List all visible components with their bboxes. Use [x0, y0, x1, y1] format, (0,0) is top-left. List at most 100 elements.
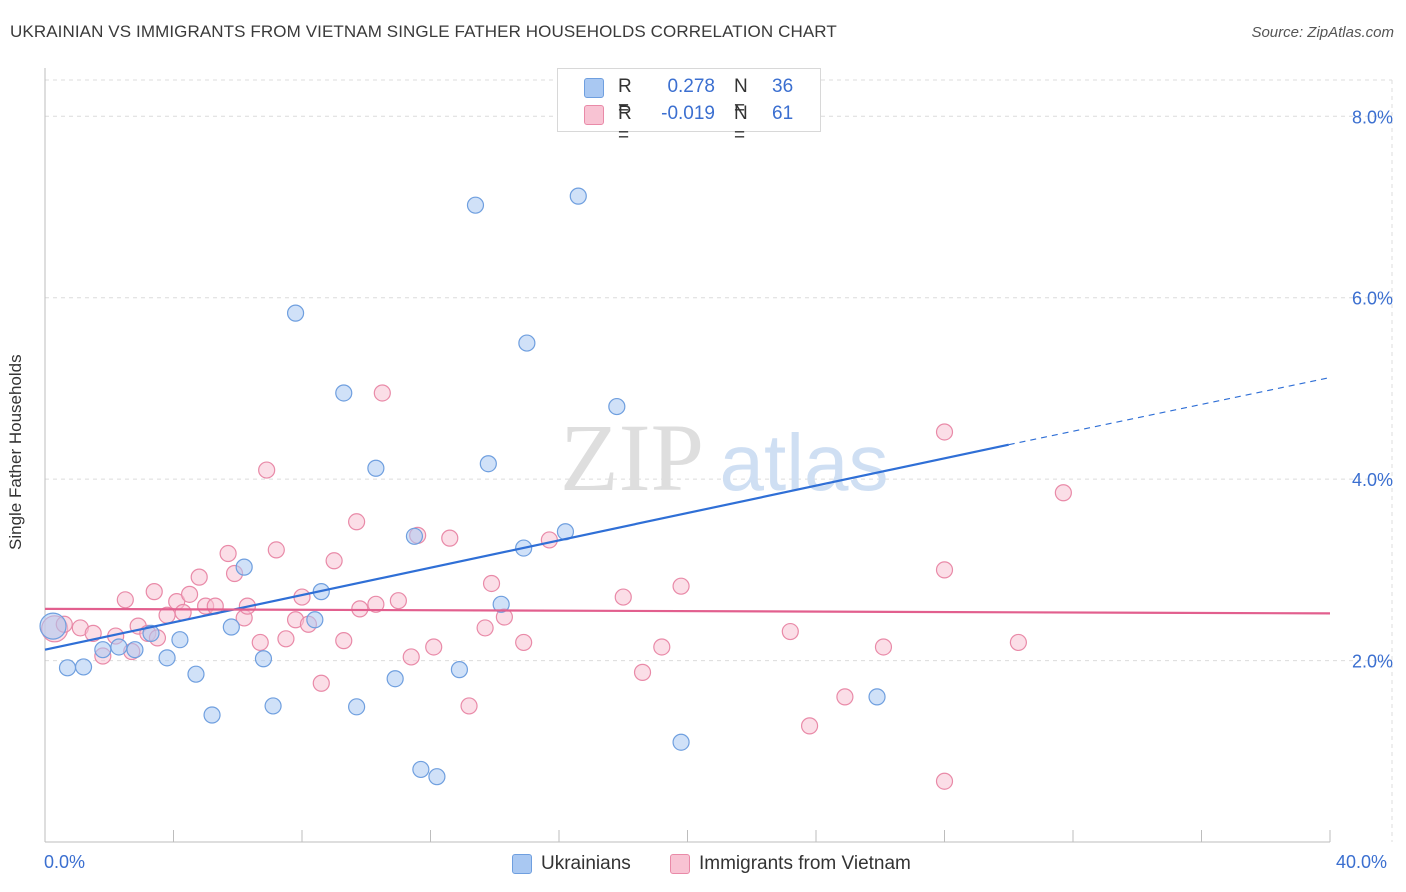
legend-swatch-ukrainians [584, 78, 604, 98]
legend-n-value: 36 [772, 76, 794, 97]
vietnam-point [935, 561, 954, 579]
ukrainian-point [126, 641, 144, 659]
axes [44, 68, 1331, 843]
ukrainian-point [386, 670, 404, 688]
ukrainian-point [428, 768, 446, 786]
ukrainian-point [348, 698, 366, 716]
source-credit: Source: ZipAtlas.com [1251, 24, 1394, 41]
ukrainian-point [158, 649, 176, 667]
ukrainian-point [94, 641, 112, 659]
ukrainian-point [672, 733, 690, 751]
vietnam-point [267, 541, 285, 559]
ukrainian-point [518, 334, 536, 352]
vietnam-point [367, 595, 385, 613]
ukrainian-point [203, 706, 221, 724]
watermark-atlas: atlas [720, 418, 889, 507]
vietnam-point [874, 638, 893, 656]
bottom-legend: Ukrainians Immigrants from Vietnam [0, 852, 1406, 878]
vietnam-point [145, 583, 163, 601]
ukrainian-point [187, 665, 205, 683]
y-tick-label: 8.0% [1352, 107, 1393, 127]
ukrainian-point [74, 658, 93, 676]
vietnam-point [402, 648, 420, 666]
ukrainian-point [868, 688, 886, 706]
y-tick-labels: 2.0% 4.0% 6.0% 8.0% [1352, 107, 1393, 671]
ukrainian-point [608, 397, 626, 416]
y-tick-label: 4.0% [1352, 470, 1393, 490]
watermark-zip: ZIP [560, 404, 704, 511]
vietnam-point [1054, 484, 1072, 502]
vietnam-point [389, 592, 407, 610]
ukrainian-point [367, 459, 385, 477]
vietnam-point [335, 632, 353, 650]
vietnam-point [441, 529, 459, 547]
vietnam-point [672, 577, 690, 595]
ukrainian-point [450, 661, 469, 679]
vietnam-point [800, 717, 819, 735]
ukrainian-point [479, 455, 497, 473]
ukrainian-point [171, 631, 189, 649]
ukrainian-point [492, 595, 510, 613]
grid-lines [45, 79, 1393, 842]
vietnam-point [653, 638, 671, 656]
ukrainian-point [39, 612, 67, 640]
ukrainian-point [286, 304, 305, 322]
vietnam-point [935, 772, 954, 790]
ukrainians-trend-line [44, 443, 1009, 651]
ukrainian-point [222, 618, 240, 636]
ukrainian-point [110, 638, 128, 656]
ukrainians-trend-extension [1008, 376, 1331, 446]
vietnam-point [781, 622, 799, 641]
vietnam-point [116, 591, 134, 609]
ukrainian-point [264, 697, 282, 715]
vietnam-point [614, 588, 632, 606]
x-tick-label-max: 40.0% [1336, 852, 1388, 872]
legend-r-value: 0.278 [667, 76, 715, 97]
trend-lines [44, 376, 1331, 651]
vietnam-point [258, 461, 276, 479]
ukrainian-point [58, 659, 77, 677]
vietnam-trend-line [44, 607, 1331, 615]
chart-title: UKRAINIAN VS IMMIGRANTS FROM VIETNAM SIN… [10, 22, 837, 41]
ukrainian-point [466, 196, 485, 214]
vietnam-point [482, 574, 501, 593]
vietnam-point [180, 585, 199, 603]
ukrainian-point [335, 384, 353, 402]
legend-r-label: R = [618, 76, 632, 119]
legend-r-label: R = [618, 103, 632, 146]
legend-n-label: N = [734, 103, 748, 146]
ukrainian-point [412, 760, 430, 779]
vietnam-point [84, 624, 102, 642]
ukrainian-point [569, 187, 587, 205]
vietnam-point [219, 544, 237, 563]
vietnam-point [325, 552, 343, 570]
x-tick-label-min: 0.0% [44, 852, 86, 872]
legend-n-label: N = [734, 76, 748, 119]
stats-legend: R = 0.278 N = 36 R = -0.019 N = 61 [557, 68, 821, 146]
vietnam-point [460, 697, 478, 715]
ukrainian-point [142, 624, 160, 642]
vietnam-point [515, 633, 533, 652]
y-tick-label: 2.0% [1352, 652, 1393, 672]
watermark: ZIP atlas [560, 404, 888, 511]
ukrainian-point [235, 558, 253, 576]
legend-n-value: 61 [772, 103, 794, 124]
vietnam-point [540, 531, 558, 549]
y-axis-label: Single Father Households [6, 354, 25, 550]
vietnam-point [425, 638, 443, 656]
vietnam-point [836, 688, 854, 706]
vietnam-point [277, 630, 295, 648]
legend-r-value: -0.019 [661, 103, 715, 124]
bottom-legend-label: Immigrants from Vietnam [699, 853, 911, 874]
vietnam-point [251, 633, 269, 652]
ukrainian-point [254, 650, 273, 668]
bottom-legend-label: Ukrainians [541, 853, 631, 874]
y-tick-label: 6.0% [1352, 289, 1393, 309]
bottom-legend-swatch-ukrainians [512, 854, 532, 874]
legend-swatch-vietnam [584, 105, 604, 125]
vietnam-point [633, 663, 652, 681]
vietnam-point [935, 423, 954, 441]
series-immigrants-from-vietnam [41, 384, 1072, 790]
ukrainian-point [405, 527, 424, 545]
